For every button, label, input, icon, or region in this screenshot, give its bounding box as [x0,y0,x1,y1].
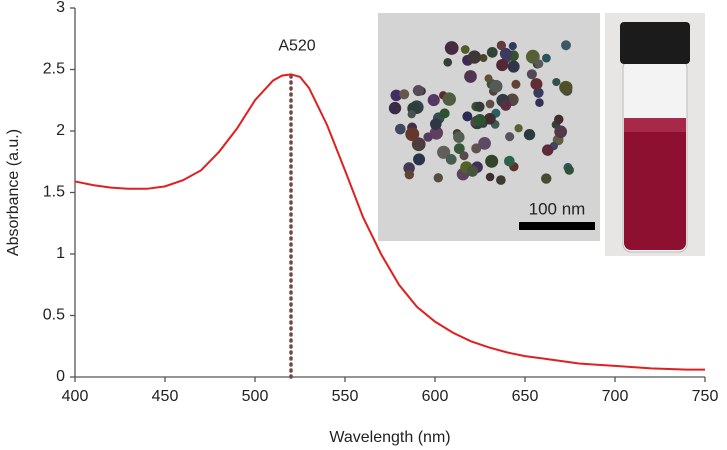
particle [442,92,456,106]
y-tick-label: 0.5 [43,307,65,324]
particle [412,85,424,97]
y-tick-label: 3 [56,0,65,16]
particle [464,70,477,83]
particle [453,143,465,154]
particle [429,126,444,140]
particle [474,101,485,112]
particle [507,60,520,73]
particle [486,46,498,58]
particle [404,169,415,180]
particle [525,49,540,64]
x-tick-label: 700 [602,388,629,405]
y-axis-label: Absorbance (a.u.) [5,129,22,256]
particle [433,173,444,183]
particle [561,40,571,51]
vial-cap [620,22,690,64]
particle [533,87,544,98]
particle [496,175,506,185]
particle [473,113,486,127]
particle [467,50,482,64]
particle [437,145,451,159]
particle [459,151,469,161]
particle [484,74,493,83]
liquid-surface [624,118,686,132]
x-tick-label: 400 [62,388,89,405]
x-tick-label: 600 [422,388,449,405]
particle [564,165,574,175]
particle [535,98,544,107]
particle [453,131,465,143]
particle [411,137,426,152]
particle [508,42,517,51]
particle [390,89,403,102]
particle [514,124,523,133]
particle [485,154,499,168]
particle [462,111,473,122]
scale-bar [519,222,595,230]
particle [479,54,488,63]
particle [552,77,561,87]
particle [534,59,544,69]
particle [554,125,568,139]
particle [499,47,512,60]
particle [466,165,479,177]
particle [505,132,515,142]
particle [500,100,512,111]
vial-liquid [624,118,686,250]
marker-label: A520 [278,38,315,55]
y-tick-label: 2 [56,122,65,139]
x-axis-label: Wavelength (nm) [329,429,450,446]
particle [407,110,416,119]
particle [484,112,496,125]
particle [478,137,491,150]
y-tick-label: 0 [56,368,65,385]
particle [399,89,410,100]
x-tick-label: 500 [242,388,269,405]
particle [526,69,537,80]
particle [394,123,406,135]
particle [485,172,495,182]
x-tick-label: 750 [692,388,719,405]
particle [541,144,554,156]
particle [427,94,440,107]
particle [559,80,573,95]
particle [489,79,503,93]
particle [444,41,459,55]
particle [496,59,509,72]
particle [554,114,564,125]
scale-bar-label: 100 nm [529,199,586,218]
particle [485,99,495,109]
x-tick-label: 450 [152,388,179,405]
particle [445,153,457,165]
particle [541,173,552,184]
y-tick-label: 1 [56,245,65,262]
particle [413,153,426,166]
particle [429,118,442,131]
x-tick-label: 650 [512,388,539,405]
y-tick-label: 1.5 [43,184,65,201]
particle [541,53,551,63]
particle [530,78,543,91]
particle [523,128,536,141]
particle [511,79,521,89]
x-tick-label: 550 [332,388,359,405]
particle [460,45,470,54]
particle [405,127,420,142]
particle [388,101,402,115]
particle [504,155,515,167]
particle [439,108,450,119]
particles [388,40,574,185]
particle [496,40,507,51]
particle [443,57,453,67]
insets: 100 nm [378,13,705,256]
y-tick-label: 2.5 [43,61,65,78]
spectrum-line [74,73,705,371]
